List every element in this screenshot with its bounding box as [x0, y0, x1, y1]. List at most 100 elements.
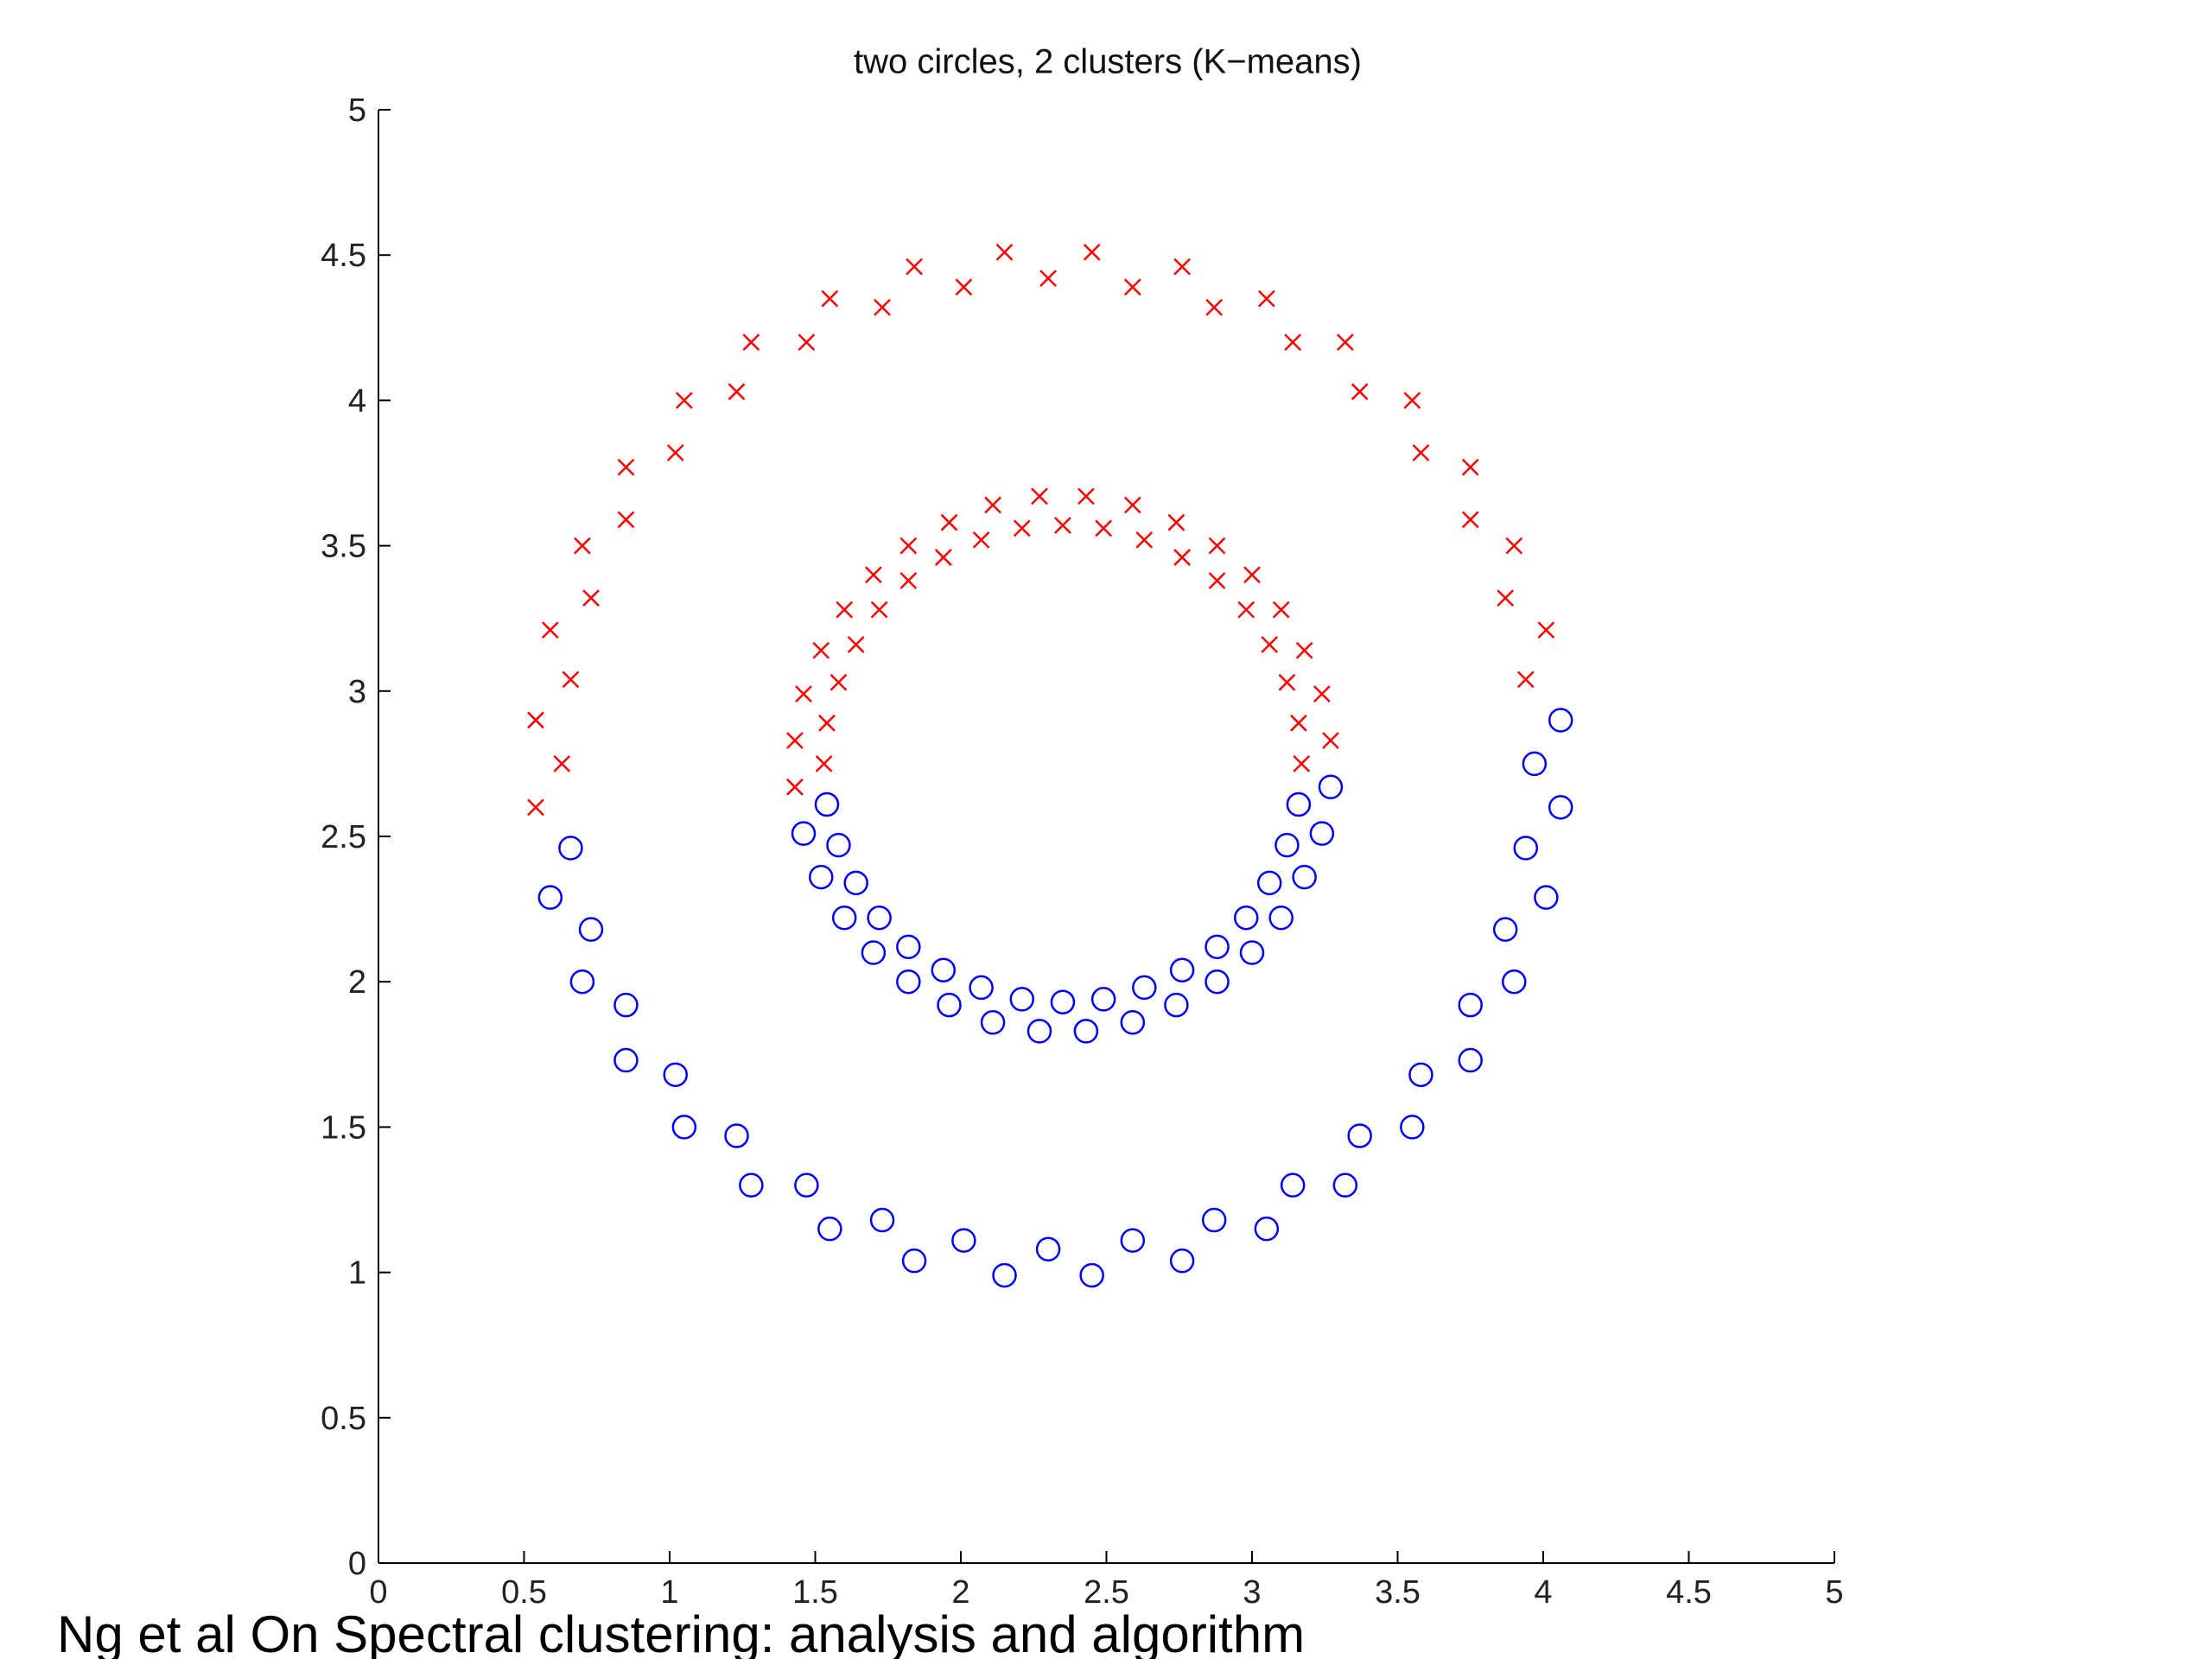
circle-point	[1268, 905, 1294, 931]
circle-point	[951, 1228, 976, 1253]
circle-point	[1027, 1019, 1052, 1044]
cross-point	[675, 391, 693, 410]
y-tick-label: 1	[348, 1255, 366, 1292]
circle-point	[578, 917, 604, 942]
circle-point	[1164, 992, 1189, 1018]
circle-point	[1132, 975, 1157, 1001]
cross-point	[1295, 641, 1313, 659]
y-tick-label: 3.5	[321, 529, 366, 565]
circle-point	[808, 864, 834, 890]
cross-point	[1208, 537, 1226, 555]
y-tick-label: 0.5	[321, 1401, 366, 1437]
circle-point	[1332, 1173, 1358, 1198]
circle-point	[671, 1115, 697, 1140]
cross-point	[617, 511, 635, 529]
circle-point	[1318, 774, 1344, 800]
circle-point	[537, 885, 563, 910]
cross-point	[1293, 755, 1311, 772]
cross-point	[934, 549, 952, 566]
x-tick-label: 0	[369, 1574, 387, 1611]
circle-point	[901, 1248, 927, 1274]
cross-point	[812, 641, 830, 659]
cross-point	[821, 289, 839, 308]
cross-point	[1336, 334, 1354, 352]
y-tick-label: 5	[348, 92, 366, 129]
circle-point	[1090, 987, 1116, 1012]
y-tick-label: 2.5	[321, 819, 366, 855]
cross-point	[995, 243, 1014, 261]
cross-point	[1205, 298, 1224, 316]
cross-point	[955, 278, 973, 296]
circle-point	[969, 975, 994, 1001]
circle-point	[1280, 1173, 1306, 1198]
circle-point	[739, 1173, 764, 1198]
cross-point	[847, 636, 865, 653]
cross-point	[666, 444, 684, 461]
cross-point	[1257, 289, 1275, 308]
caption: Ng et al On Spectral clustering: analysi…	[57, 1605, 1305, 1659]
cross-point	[786, 732, 804, 749]
circle-point	[1256, 870, 1282, 896]
circle-point	[1035, 1236, 1061, 1262]
x-tick-label: 1	[660, 1574, 678, 1611]
circle-point	[1201, 1207, 1227, 1233]
circle-point	[1309, 821, 1335, 846]
circle-point	[931, 957, 957, 982]
circle-point	[1205, 969, 1230, 995]
cross-point	[527, 711, 544, 729]
circle-point	[569, 969, 595, 995]
circle-point	[992, 1262, 1017, 1288]
cross-point	[1173, 257, 1192, 276]
cross-point	[541, 621, 559, 639]
circle-point	[1292, 864, 1317, 890]
cross-point	[1412, 444, 1430, 461]
circle-point	[937, 992, 962, 1018]
x-tick-label: 2	[951, 1574, 969, 1611]
cross-point	[1497, 589, 1515, 607]
cross-point	[1077, 487, 1095, 505]
circle-point	[1400, 1115, 1425, 1140]
cross-point	[1135, 531, 1154, 549]
cross-point	[1351, 383, 1369, 401]
cross-point	[830, 673, 848, 691]
cross-point	[1243, 566, 1261, 584]
cross-point	[940, 513, 958, 531]
cross-point	[1290, 714, 1307, 732]
cross-point	[1313, 685, 1331, 703]
circle-point	[794, 1173, 819, 1198]
circle-point	[1274, 832, 1300, 858]
cross-point	[1013, 519, 1031, 537]
circle-point	[1534, 885, 1559, 910]
circle-point	[1522, 751, 1548, 777]
circle-point	[817, 1216, 842, 1242]
circle-point	[1458, 992, 1483, 1018]
circle-point	[896, 969, 921, 995]
cross-point	[1031, 487, 1048, 505]
cross-point	[562, 671, 580, 689]
cross-point	[1278, 673, 1296, 691]
circle-point	[1347, 1123, 1372, 1148]
cross-point	[527, 798, 544, 817]
circle-point	[867, 905, 892, 931]
cross-point	[899, 572, 918, 589]
cross-point	[728, 383, 746, 401]
cross-point	[1461, 511, 1479, 529]
x-tick-label: 5	[1825, 1574, 1843, 1611]
circle-point	[861, 940, 887, 965]
y-tick-label: 3	[348, 674, 366, 710]
circle-point	[843, 870, 868, 896]
cross-point	[1083, 243, 1101, 261]
cross-point	[865, 566, 882, 584]
cross-point	[1284, 334, 1302, 352]
circle-point	[1009, 987, 1035, 1012]
x-tick-label: 3.5	[1375, 1574, 1421, 1611]
cross-point	[1272, 601, 1290, 619]
cross-point	[582, 589, 600, 607]
cross-point	[1167, 513, 1185, 531]
y-tick-label: 1.5	[321, 1109, 366, 1146]
cross-point	[984, 496, 1001, 514]
cross-point	[1039, 270, 1057, 287]
circle-point	[826, 832, 851, 858]
cross-point	[553, 755, 571, 772]
